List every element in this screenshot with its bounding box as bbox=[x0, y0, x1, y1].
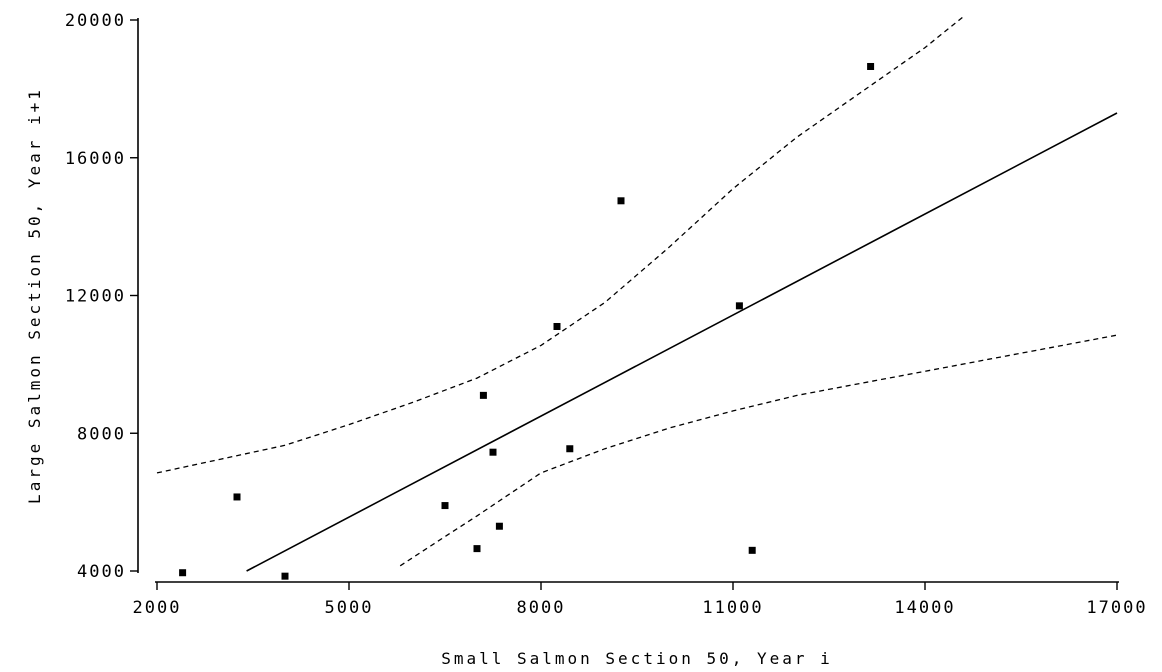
data-point bbox=[479, 391, 487, 399]
data-point bbox=[566, 445, 574, 453]
x-axis-title: Small Salmon Section 50, Year i bbox=[441, 649, 833, 668]
regression-line bbox=[246, 112, 1118, 572]
axes bbox=[137, 18, 1119, 583]
data-point bbox=[553, 322, 561, 330]
x-ticks: 2000 5000 8000 11000 14000 17000 bbox=[133, 582, 1147, 618]
data-point bbox=[489, 448, 497, 456]
data-point bbox=[441, 502, 449, 510]
upper-confidence-band bbox=[156, 16, 964, 474]
lower-confidence-band bbox=[399, 334, 1118, 567]
y-tick-label: 12000 bbox=[65, 287, 126, 307]
data-points bbox=[179, 62, 875, 580]
x-tick-label: 5000 bbox=[325, 598, 374, 618]
y-tick-label: 20000 bbox=[65, 11, 126, 31]
data-point bbox=[867, 62, 875, 70]
x-tick-label: 2000 bbox=[133, 598, 182, 618]
data-point bbox=[617, 197, 625, 205]
y-tick-label: 8000 bbox=[77, 424, 126, 444]
data-point bbox=[281, 572, 289, 580]
y-ticks: 4000 8000 12000 16000 20000 bbox=[65, 11, 138, 582]
data-point bbox=[233, 493, 241, 501]
data-point bbox=[179, 569, 187, 577]
data-point bbox=[495, 522, 503, 530]
y-axis-title: Large Salmon Section 50, Year i+1 bbox=[25, 87, 44, 504]
data-point bbox=[735, 302, 743, 310]
y-tick-label: 16000 bbox=[65, 149, 126, 169]
x-tick-label: 8000 bbox=[517, 598, 566, 618]
data-point bbox=[473, 545, 481, 553]
data-point bbox=[748, 546, 756, 554]
x-tick-label: 14000 bbox=[894, 598, 955, 618]
confidence-bands bbox=[156, 16, 1118, 567]
x-tick-label: 11000 bbox=[702, 598, 763, 618]
y-tick-label: 4000 bbox=[77, 562, 126, 582]
x-tick-label: 17000 bbox=[1086, 598, 1147, 618]
